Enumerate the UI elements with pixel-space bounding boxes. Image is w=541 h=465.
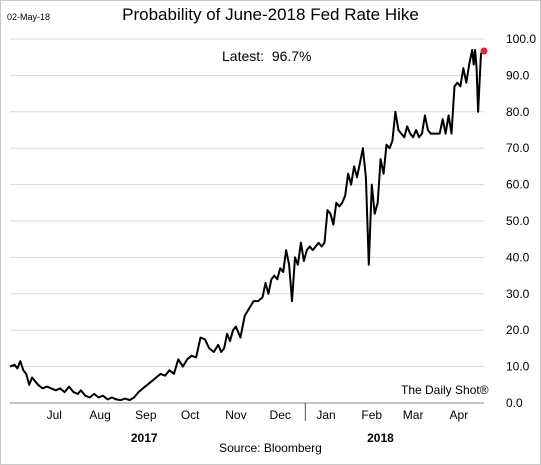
y-tick-label: 20.0 <box>506 323 530 337</box>
x-tick-label: Nov <box>225 408 246 422</box>
year-label: 2018 <box>367 431 394 445</box>
y-tick-label: 10.0 <box>506 360 530 374</box>
series-line <box>9 48 485 402</box>
latest-annotation: Latest: 96.7% <box>222 48 312 64</box>
y-tick-label: 80.0 <box>506 105 530 119</box>
x-tick-label: Mar <box>403 408 424 422</box>
watermark: The Daily Shot® <box>401 383 489 397</box>
gridlines <box>10 38 484 368</box>
year-label: 2017 <box>130 431 158 445</box>
y-tick-label: 50.0 <box>506 214 530 228</box>
x-tick-label: Jul <box>47 408 62 422</box>
y-tick-label: 30.0 <box>506 287 530 301</box>
y-tick-label: 70.0 <box>506 141 530 155</box>
date-stamp: 02-May-18 <box>7 12 51 22</box>
y-axis: 0.0 10.0 20.0 30.0 40.0 50.0 60.0 70.0 80.0 90.0 1… <box>506 32 536 410</box>
source-note: Source: Bloomberg <box>219 441 322 455</box>
y-tick-label: 60.0 <box>506 178 530 192</box>
x-tick-label: Dec <box>270 408 291 422</box>
y-tick-label: 0.0 <box>506 396 523 410</box>
y-tick-label: 90.0 <box>506 68 530 82</box>
latest-point-marker <box>480 47 488 55</box>
x-tick-label: Apr <box>450 408 469 422</box>
x-tick-label: Aug <box>89 408 110 422</box>
x-tick-label: Sep <box>135 408 157 422</box>
x-tick-label: Oct <box>181 408 200 422</box>
latest-value: 96.7% <box>271 48 312 64</box>
y-tick-label: 100.0 <box>506 32 536 46</box>
x-tick-label: Jan <box>316 408 335 422</box>
chart-title: Probability of June-2018 Fed Rate Hike <box>122 5 419 24</box>
y-tick-label: 40.0 <box>506 250 530 264</box>
x-axis: Jul Aug Sep Oct Nov Dec Jan Feb Mar Apr <box>10 402 484 422</box>
latest-label: Latest: <box>222 48 265 64</box>
series-group <box>9 47 488 402</box>
x-tick-label: Feb <box>361 408 382 422</box>
